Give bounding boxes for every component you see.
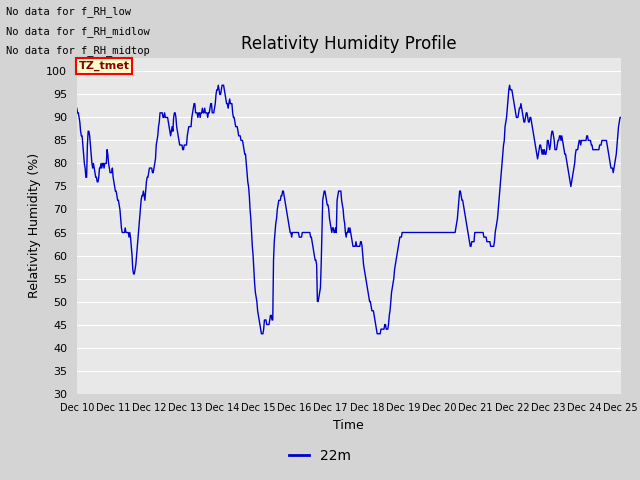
- X-axis label: Time: Time: [333, 419, 364, 432]
- Text: No data for f_RH_midlow: No data for f_RH_midlow: [6, 25, 150, 36]
- Text: TZ_tmet: TZ_tmet: [79, 61, 130, 72]
- Y-axis label: Relativity Humidity (%): Relativity Humidity (%): [28, 153, 40, 298]
- Legend: 22m: 22m: [283, 443, 357, 468]
- Title: Relativity Humidity Profile: Relativity Humidity Profile: [241, 35, 456, 53]
- Text: No data for f_RH_midtop: No data for f_RH_midtop: [6, 45, 150, 56]
- Text: No data for f_RH_low: No data for f_RH_low: [6, 6, 131, 17]
